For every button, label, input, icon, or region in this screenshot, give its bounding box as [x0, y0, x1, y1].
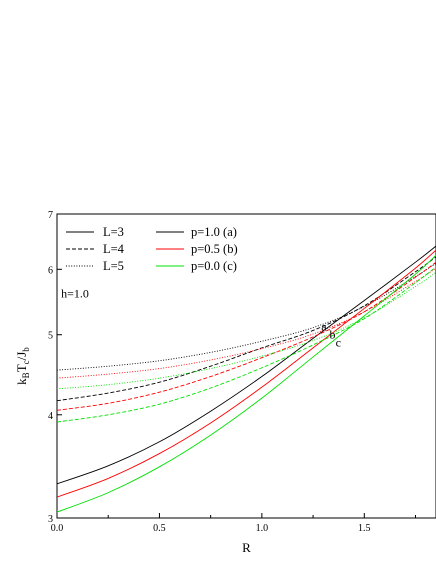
y-tick-label: 7: [48, 210, 53, 221]
series-line-L5-p0_5: [57, 267, 436, 379]
ylabel-t-sub: c: [21, 360, 31, 364]
annotation-label: a: [321, 319, 327, 333]
x-axis: 0.0 0.5 1.0 1.5: [51, 513, 417, 534]
legend-label: p=0.5 (b): [191, 242, 238, 256]
legend: L=3 L=4 L=5 p=1.0 (a) p=0.5 (b) p=0.0 (c): [66, 225, 238, 273]
y-tick-label: 6: [48, 265, 53, 276]
legend-label: p=0.0 (c): [191, 259, 237, 273]
ylabel-t: T: [14, 364, 29, 372]
series-line-L4-p0: [57, 266, 436, 423]
annotation-label: b: [329, 327, 335, 341]
x-tick-label: 1.5: [358, 523, 371, 534]
ylabel-j-sub: b: [21, 347, 31, 352]
y-axis-label: kBTc/Jb: [14, 347, 31, 385]
y-tick-label: 4: [48, 411, 53, 422]
ylabel-k-sub: B: [21, 372, 31, 378]
ylabel-k: k: [14, 378, 29, 385]
legend-label: L=3: [103, 225, 124, 239]
ylabel-slash: /J: [14, 352, 29, 361]
series-line-L5-p1: [57, 263, 436, 371]
x-tick-label: 0.0: [51, 523, 64, 534]
x-axis-label: R: [242, 540, 251, 555]
series-line-L4-p1: [57, 256, 436, 402]
x-tick-label: 1.0: [256, 523, 269, 534]
annotations: h=1.0 abc: [61, 286, 341, 349]
plot-area: [56, 213, 436, 519]
y-tick-label: 5: [48, 331, 53, 342]
x-tick-label: 0.5: [153, 523, 166, 534]
y-tick-label: 3: [48, 514, 53, 525]
legend-label: p=1.0 (a): [191, 225, 237, 239]
series-line-L4-p0_5: [57, 261, 436, 411]
series-line-L3-p0: [57, 254, 436, 513]
annotation-label: c: [336, 335, 341, 349]
y-axis: 3 4 5 6 7: [48, 210, 62, 525]
series-line-L3-p1: [57, 245, 436, 485]
series-line-L3-p0_5: [57, 249, 436, 498]
legend-label: L=4: [103, 242, 125, 256]
legend-label: L=5: [103, 259, 124, 273]
plot-frame: [56, 213, 436, 519]
annotation-label: h=1.0: [61, 286, 89, 300]
series-line-L5-p0: [57, 271, 436, 390]
series-layer: [57, 245, 436, 513]
